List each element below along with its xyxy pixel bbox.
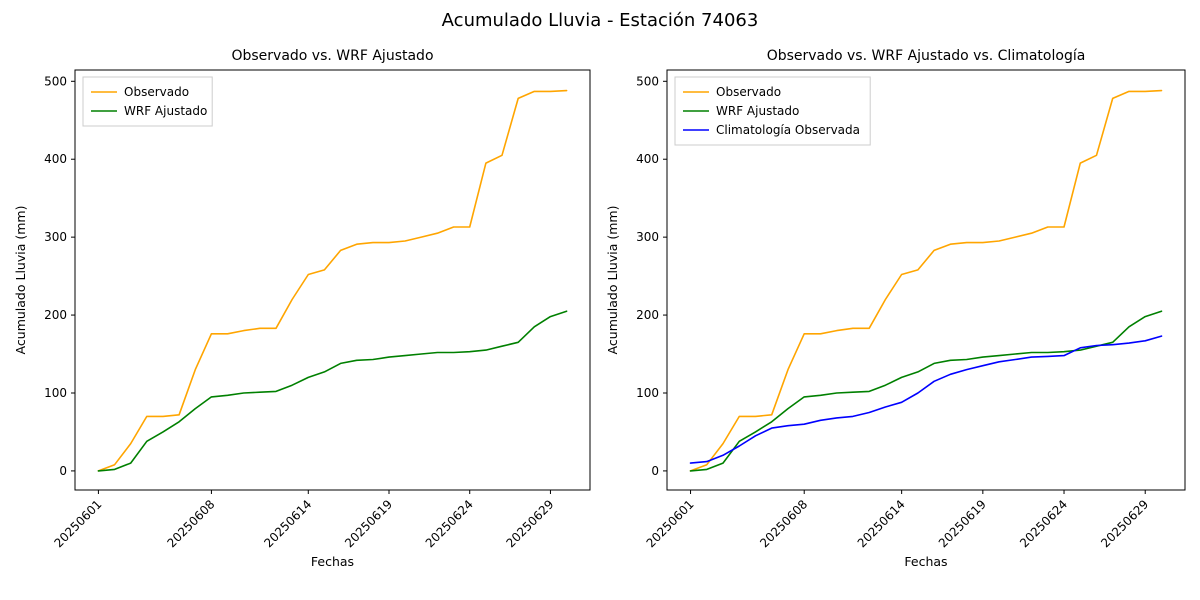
x-tick-label: 20250624	[1017, 497, 1070, 550]
y-tick-label: 0	[59, 464, 67, 478]
x-tick-label: 20250629	[1098, 497, 1151, 550]
legend-label: WRF Ajustado	[716, 104, 799, 118]
legend-label: Observado	[716, 85, 781, 99]
x-tick-label: 20250614	[261, 497, 314, 550]
y-axis-label: Acumulado Lluvia (mm)	[605, 206, 620, 355]
series-line-observado	[689, 89, 1163, 472]
legend-label: Climatología Observada	[716, 123, 860, 137]
y-tick-label: 400	[636, 152, 659, 166]
x-tick-label: 20250601	[51, 497, 104, 550]
x-axis-label: Fechas	[904, 554, 947, 569]
y-tick-label: 0	[651, 464, 659, 478]
y-tick-label: 300	[44, 230, 67, 244]
legend-box	[82, 76, 213, 127]
x-tick-label: 20250608	[164, 497, 217, 550]
legend: Observado WRF Ajustado	[82, 76, 213, 127]
y-tick-label: 200	[636, 308, 659, 322]
x-tick-label: 20250624	[423, 497, 476, 550]
plot-border	[74, 69, 591, 491]
legend-label: WRF Ajustado	[124, 104, 207, 118]
y-tick-label: 200	[44, 308, 67, 322]
x-tick-label: 20250619	[342, 497, 395, 550]
y-tick-label: 500	[636, 74, 659, 88]
subplot-title: Observado vs. WRF Ajustado	[231, 48, 433, 64]
chart-svg: 0 100 200 300 400 500 20250601 20250608 20250614…	[13, 48, 591, 569]
y-tick-label: 100	[636, 386, 659, 400]
chart-svg: 0 100 200 300 400 500 20250601 20250608 20250614…	[605, 48, 1186, 569]
y-tick-label: 400	[44, 152, 67, 166]
x-tick-label: 20250619	[936, 497, 989, 550]
legend-label: Observado	[124, 85, 189, 99]
series-line-wrf-ajustado	[97, 310, 568, 472]
y-axis: 0 100 200 300 400 500	[44, 74, 75, 478]
series-line-wrf-ajustado	[689, 310, 1163, 472]
y-tick-label: 500	[44, 74, 67, 88]
y-tick-label: 100	[44, 386, 67, 400]
subplot-right: 0 100 200 300 400 500 20250601 20250608 20250614…	[600, 40, 1200, 600]
y-tick-label: 300	[636, 230, 659, 244]
y-axis: 0 100 200 300 400 500	[636, 74, 667, 478]
x-axis: 20250601 20250608 20250614 20250619 20250624…	[644, 490, 1151, 550]
y-axis-label: Acumulado Lluvia (mm)	[13, 206, 28, 355]
x-tick-label: 20250601	[644, 497, 697, 550]
x-tick-label: 20250614	[855, 497, 908, 550]
series-line-observado	[97, 89, 568, 472]
plot-border	[666, 69, 1186, 491]
subplot-title: Observado vs. WRF Ajustado vs. Climatolo…	[767, 48, 1086, 64]
x-tick-label: 20250608	[757, 497, 810, 550]
x-tick-label: 20250629	[503, 497, 556, 550]
x-axis: 20250601 20250608 20250614 20250619 20250624…	[51, 490, 557, 550]
x-axis-label: Fechas	[311, 554, 354, 569]
legend: Observado WRF Ajustado Climatología Observ…	[674, 76, 871, 146]
figure-title: Acumulado Lluvia - Estación 74063	[441, 10, 759, 31]
subplot-left: 0 100 200 300 400 500 20250601 20250608 20250614…	[0, 40, 600, 600]
series-line-climatolog-a-observada	[689, 335, 1163, 464]
